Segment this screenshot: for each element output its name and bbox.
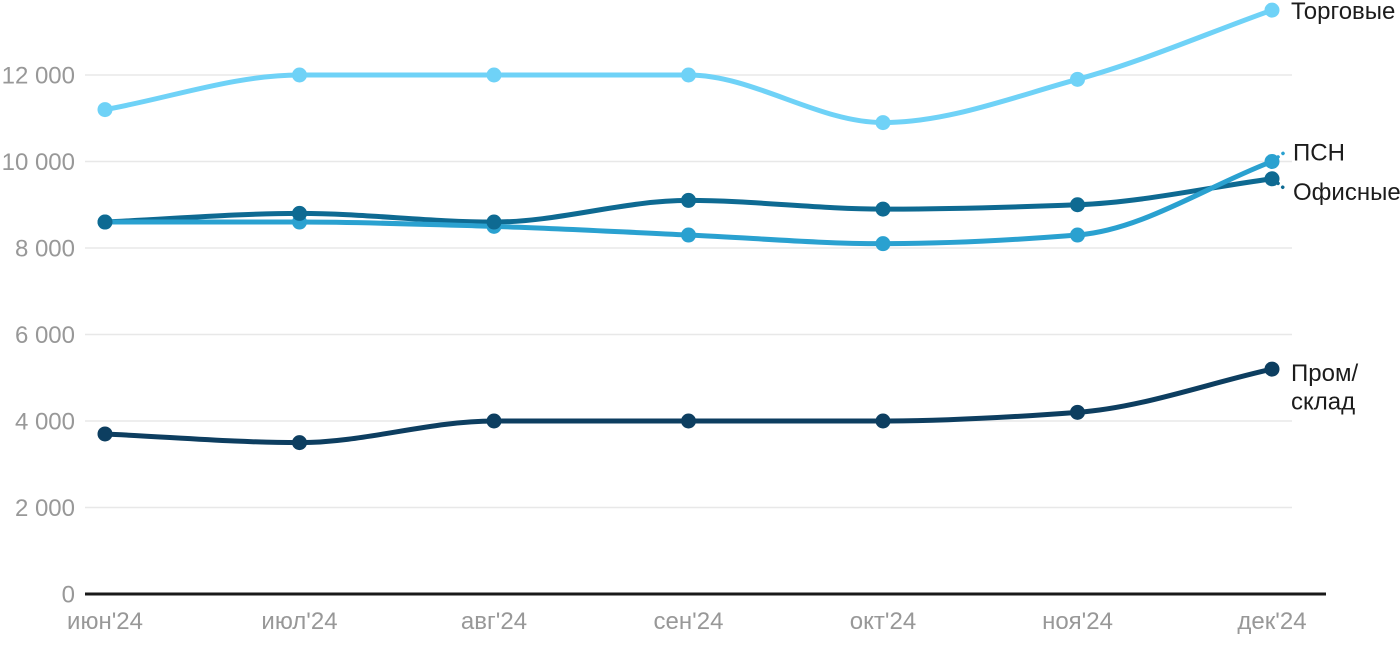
series-label-Пром/склад: Пром/: [1291, 360, 1358, 387]
y-tick-label: 0: [62, 582, 75, 609]
y-tick-label: 12 000: [2, 63, 75, 90]
data-point-Офисные: [681, 192, 696, 208]
x-tick-label: окт'24: [850, 608, 916, 635]
series-labels: Торговые Офисные ПСН Пром/склад: [1276, 0, 1400, 416]
label-connector-ПСН: [1276, 148, 1289, 159]
gridlines: [85, 74, 1326, 596]
x-tick-label: июл'24: [261, 608, 337, 635]
data-point-ПСН: [681, 227, 696, 243]
data-point-Офисные: [486, 214, 502, 230]
series-label-Пром/склад: склад: [1291, 389, 1355, 416]
data-point-Офисные: [875, 201, 891, 217]
data-point-Офисные: [1264, 171, 1280, 187]
data-point-Торговые: [1264, 2, 1280, 18]
series-line-Торговые: [102, 7, 1275, 126]
data-point-ПСН: [1264, 154, 1280, 169]
data-point-Торговые: [486, 67, 502, 83]
series-markers: [97, 2, 1280, 451]
x-tick-label: дек'24: [1237, 608, 1306, 635]
data-point-Офисные: [292, 205, 307, 221]
data-point-Торговые: [875, 115, 891, 131]
y-tick-label: 10 000: [2, 149, 75, 176]
data-point-Пром/склад: [1264, 361, 1280, 377]
data-point-Торговые: [97, 102, 113, 118]
y-tick-label: 6 000: [15, 322, 75, 349]
data-point-Пром/склад: [97, 426, 113, 442]
series-label-Офисные: Офисные: [1293, 179, 1400, 206]
data-point-ПСН: [875, 236, 891, 252]
x-tick-label: июн'24: [67, 608, 143, 635]
data-point-ПСН: [1070, 227, 1085, 243]
x-tick-label: ноя'24: [1042, 608, 1113, 635]
label-connector-Офисные: [1276, 181, 1289, 193]
data-point-Пром/склад: [292, 435, 307, 451]
series-label-ПСН: ПСН: [1293, 140, 1345, 167]
y-tick-label: 4 000: [15, 409, 75, 436]
x-tick-label: авг'24: [461, 608, 527, 635]
data-point-Торговые: [1070, 71, 1085, 87]
y-axis-tick-labels: 0 2 000 4 000 6 000 8 000 10 000 12 000: [2, 63, 75, 609]
data-point-Пром/склад: [486, 413, 502, 429]
data-point-Пром/склад: [875, 413, 891, 429]
y-tick-label: 2 000: [15, 495, 75, 522]
data-point-Офисные: [97, 214, 113, 230]
series-line-Пром/склад: [102, 366, 1275, 446]
series-label-Торговые: Торговые: [1291, 0, 1395, 25]
data-point-Пром/склад: [1070, 404, 1085, 420]
x-tick-label: сен'24: [654, 608, 724, 635]
y-tick-label: 8 000: [15, 236, 75, 263]
x-axis-tick-labels: июн'24 июл'24 авг'24 сен'24 окт'24 ноя'24 дек'…: [67, 608, 1307, 635]
data-point-Офисные: [1070, 197, 1085, 213]
data-point-Торговые: [292, 67, 307, 83]
data-point-Пром/склад: [681, 413, 696, 429]
data-point-Торговые: [681, 67, 696, 83]
